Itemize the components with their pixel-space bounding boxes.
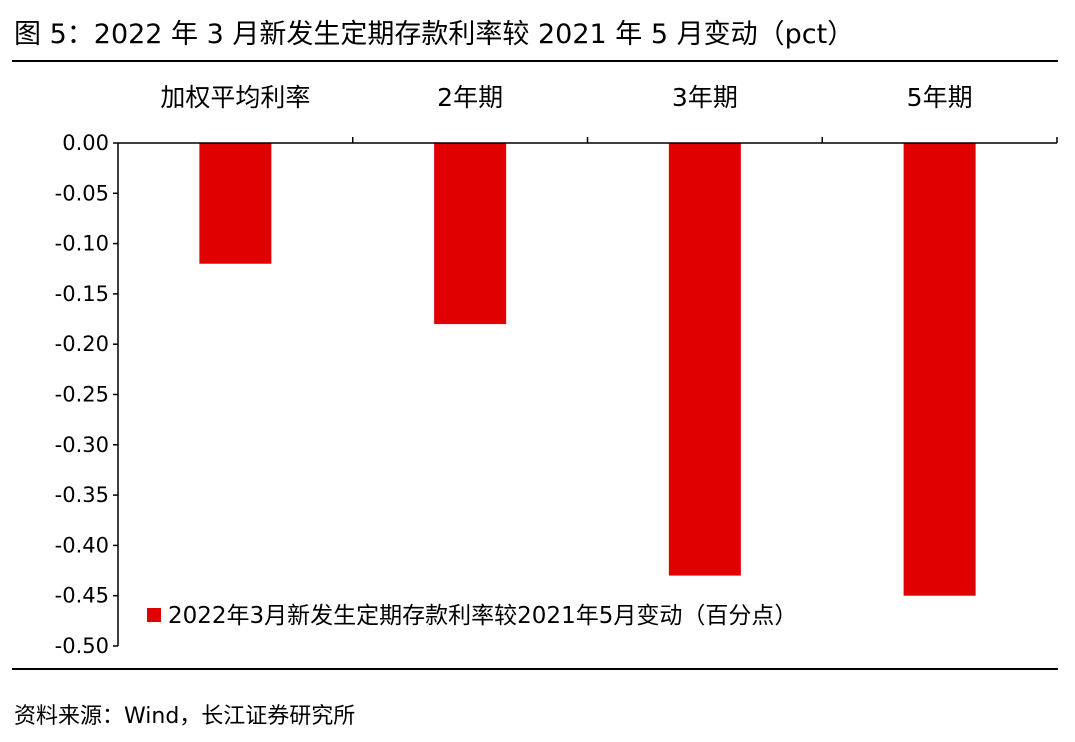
top-rule [12, 60, 1058, 62]
y-tick-label: -0.50 [55, 634, 109, 658]
category-label: 3年期 [672, 83, 738, 112]
bar-3 [903, 143, 976, 596]
y-tick-label: 0.00 [62, 131, 109, 155]
y-tick-label: -0.05 [55, 181, 109, 205]
bar-1 [434, 143, 507, 325]
legend-label: 2022年3月新发生定期存款利率较2021年5月变动（百分点） [168, 603, 797, 629]
y-tick-label: -0.25 [55, 383, 109, 407]
category-label: 加权平均利率 [160, 83, 310, 112]
y-tick-label: -0.10 [55, 232, 109, 256]
bars-group [199, 143, 976, 596]
bar-0 [199, 143, 272, 264]
category-labels-group: 加权平均利率 2年期 3年期 5年期 [160, 83, 972, 112]
source-note: 资料来源：Wind，长江证券研究所 [14, 704, 356, 729]
ticks-group: 0.00 -0.05 -0.10 -0.15 -0.20 -0.25 -0.30 -0.35 -… [55, 131, 1058, 658]
bottom-rule [12, 668, 1058, 670]
y-tick-label: -0.40 [55, 533, 109, 557]
y-tick-label: -0.45 [55, 584, 109, 608]
category-label: 5年期 [907, 83, 973, 112]
bar-2 [668, 143, 741, 576]
legend-swatch [147, 608, 161, 622]
legend: 2022年3月新发生定期存款利率较2021年5月变动（百分点） [147, 603, 797, 629]
category-label: 2年期 [437, 83, 503, 112]
figure-title: 图 5：2022 年 3 月新发生定期存款利率较 2021 年 5 月变动（pc… [14, 19, 855, 50]
y-tick-label: -0.30 [55, 433, 109, 457]
y-tick-label: -0.35 [55, 483, 109, 507]
y-tick-label: -0.20 [55, 332, 109, 356]
y-tick-label: -0.15 [55, 282, 109, 306]
